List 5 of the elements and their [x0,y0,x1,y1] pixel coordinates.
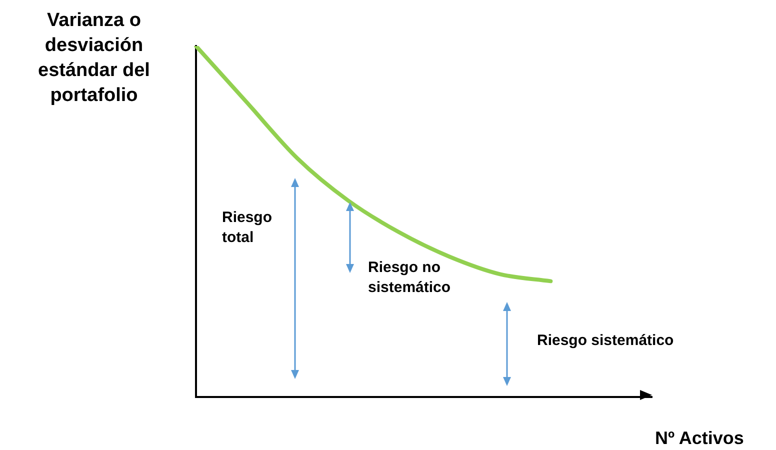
annotation: Riesgo total [222,208,274,248]
annotation: Riesgo sistemático [537,331,675,351]
y-axis-title: Varianza o desviación estándar del portafolio [37,9,151,108]
annotation: Riesgo no sistemático [368,258,452,298]
x-axis-title: Nº Activos [655,428,744,449]
